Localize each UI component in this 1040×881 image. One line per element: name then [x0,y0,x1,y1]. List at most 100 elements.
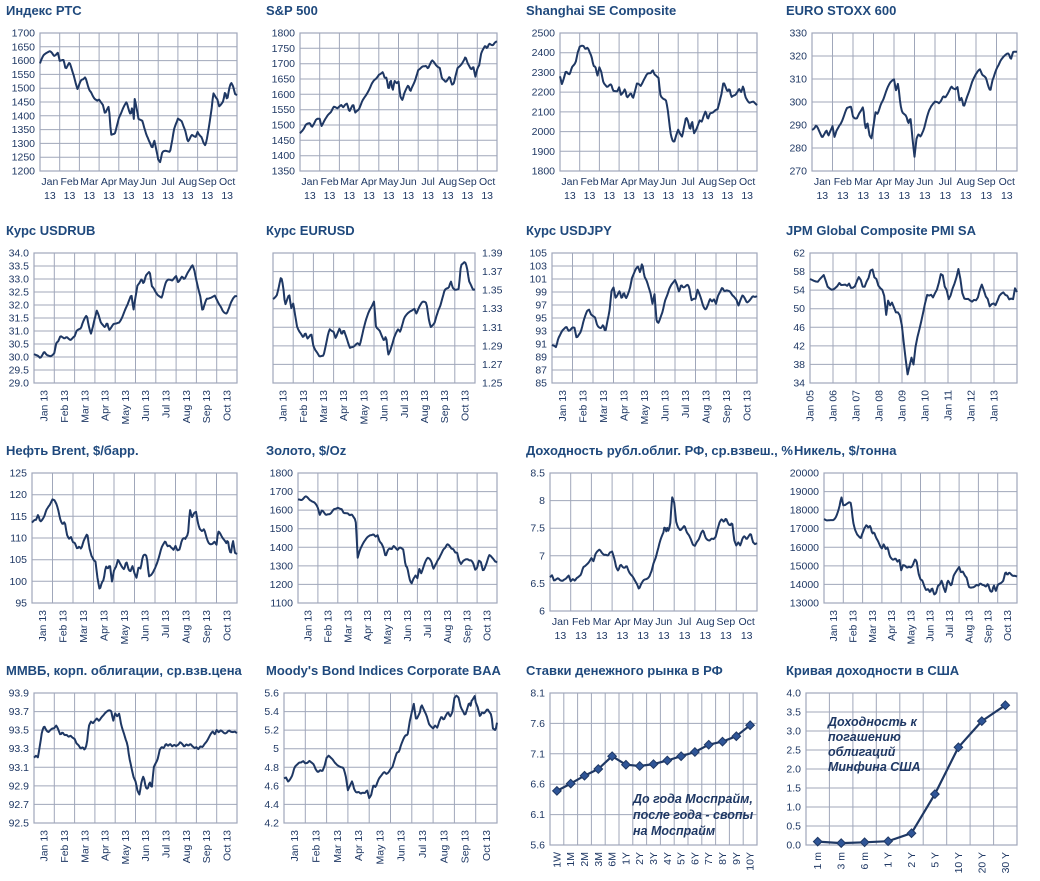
svg-text:Jan: Jan [301,176,318,188]
chart-title-rts-index: Индекс РТС [6,3,82,18]
chart-title-jpm-global-pmi: JPM Global Composite PMI SA [786,223,976,238]
svg-text:1650: 1650 [12,41,36,53]
svg-text:May: May [633,616,654,628]
chart-title-gold: Золото, $/Oz [266,443,347,458]
svg-text:1400: 1400 [270,542,294,554]
svg-text:2000: 2000 [532,126,556,138]
svg-text:3Y: 3Y [648,852,660,865]
svg-text:Apr: Apr [876,176,893,188]
svg-text:1550: 1550 [12,69,36,81]
chart-jpm-global-pmi: JPM Global Composite PMI SA 62 58 54 50 46 42… [780,220,1040,440]
svg-text:110: 110 [10,533,27,545]
chart-shanghai-composite: Shanghai SE Composite 2500 2400 2300 2200 21… [520,0,780,220]
svg-text:May: May [119,176,140,188]
svg-text:10 Y: 10 Y [953,852,965,873]
svg-text:Mar 13: Mar 13 [598,390,610,423]
svg-text:13: 13 [1001,190,1013,202]
svg-text:13: 13 [603,190,615,202]
svg-text:Aug 13: Aug 13 [963,610,975,643]
svg-text:До года Моспрайм,: До года Моспрайм, [632,792,753,806]
svg-text:87: 87 [535,365,547,377]
svg-text:13: 13 [682,190,694,202]
svg-text:93.9: 93.9 [9,688,30,700]
chart-usdjpy: Курс USDJPY 105 103 101 99 97 95 93 91 89 87 85 Jan… [520,220,780,440]
svg-text:46: 46 [793,322,805,334]
svg-text:33.5: 33.5 [9,261,30,273]
svg-text:May 13: May 13 [358,390,370,425]
svg-text:7Y: 7Y [703,852,715,865]
svg-text:54: 54 [793,285,805,297]
svg-text:330: 330 [789,28,807,40]
svg-text:99: 99 [535,287,547,299]
svg-text:May 13: May 13 [120,830,132,865]
svg-text:1M: 1M [565,852,577,867]
svg-text:8.1: 8.1 [530,688,545,700]
svg-text:32.5: 32.5 [9,287,30,299]
svg-text:1700: 1700 [270,486,294,498]
svg-text:Jun 13: Jun 13 [396,830,408,862]
svg-text:Jul 13: Jul 13 [399,390,411,418]
svg-text:14000: 14000 [790,579,819,591]
svg-text:58: 58 [793,266,805,278]
svg-text:310: 310 [789,74,807,86]
chart-title-rf-money-market-rates: Ставки денежного рынка в РФ [526,663,723,678]
svg-text:320: 320 [789,51,807,63]
svg-text:Aug: Aug [178,176,197,188]
svg-text:Доходность к: Доходность к [827,715,918,729]
svg-text:Sep 13: Sep 13 [460,830,472,863]
svg-text:92.5: 92.5 [9,818,30,830]
svg-text:Jan 13: Jan 13 [828,610,840,642]
svg-text:Aug 13: Aug 13 [438,830,450,863]
svg-text:Sep 13: Sep 13 [439,390,451,423]
svg-text:13: 13 [623,190,635,202]
svg-text:Feb: Feb [572,616,590,628]
svg-text:7: 7 [539,550,545,562]
svg-text:1Y: 1Y [620,852,632,865]
svg-text:103: 103 [529,261,547,273]
svg-text:1100: 1100 [270,598,293,610]
svg-text:10Y: 10Y [745,852,757,871]
svg-text:33.0: 33.0 [9,274,30,286]
svg-text:облигаций: облигаций [828,745,896,759]
moodys-baa-plot: 5.6 5.4 5.2 5 4.8 4.6 4.4 4.2 Jan 13 Feb 13 Mar 13… [264,688,498,864]
svg-text:13: 13 [442,190,454,202]
svg-text:May 13: May 13 [639,390,651,425]
svg-text:62: 62 [793,248,805,260]
svg-text:95: 95 [535,313,547,325]
svg-text:1.25: 1.25 [482,378,503,390]
svg-text:93.1: 93.1 [9,762,30,774]
svg-text:Mar 13: Mar 13 [79,390,91,423]
svg-text:Jan 13: Jan 13 [303,610,315,642]
svg-text:1350: 1350 [12,124,36,136]
svg-text:1600: 1600 [272,89,296,101]
svg-text:15000: 15000 [790,560,819,572]
chart-title-nickel: Никель, $/тонна [794,443,897,458]
svg-text:1650: 1650 [272,74,296,86]
svg-text:34.0: 34.0 [9,248,30,260]
svg-text:97: 97 [535,300,547,312]
svg-text:85: 85 [535,378,547,390]
svg-text:Jan 06: Jan 06 [828,390,840,422]
svg-text:Oct 13: Oct 13 [481,830,493,861]
svg-text:Mar: Mar [593,616,612,628]
svg-text:13: 13 [422,190,434,202]
svg-text:Mar 13: Mar 13 [867,610,879,643]
svg-text:Aug 13: Aug 13 [419,390,431,423]
svg-text:1.27: 1.27 [482,359,503,371]
chart-title-usdrub: Курс USDRUB [6,223,96,238]
svg-text:Mar 13: Mar 13 [78,610,90,643]
svg-text:Oct 13: Oct 13 [1002,610,1014,641]
svg-text:Feb: Feb [580,176,598,188]
chart-title-micex-corp-bonds: ММВБ, корп. облигации, ср.взв.цена [6,663,242,678]
svg-text:Jul: Jul [939,176,952,188]
svg-text:Feb 13: Feb 13 [322,610,334,643]
svg-text:100: 100 [9,576,27,588]
svg-text:2500: 2500 [532,28,556,40]
svg-text:Jan 11: Jan 11 [943,390,955,421]
svg-text:13: 13 [383,190,395,202]
svg-text:13: 13 [162,190,174,202]
svg-text:4.2: 4.2 [264,818,279,830]
svg-text:92.7: 92.7 [9,799,30,811]
svg-text:Feb: Feb [320,176,338,188]
